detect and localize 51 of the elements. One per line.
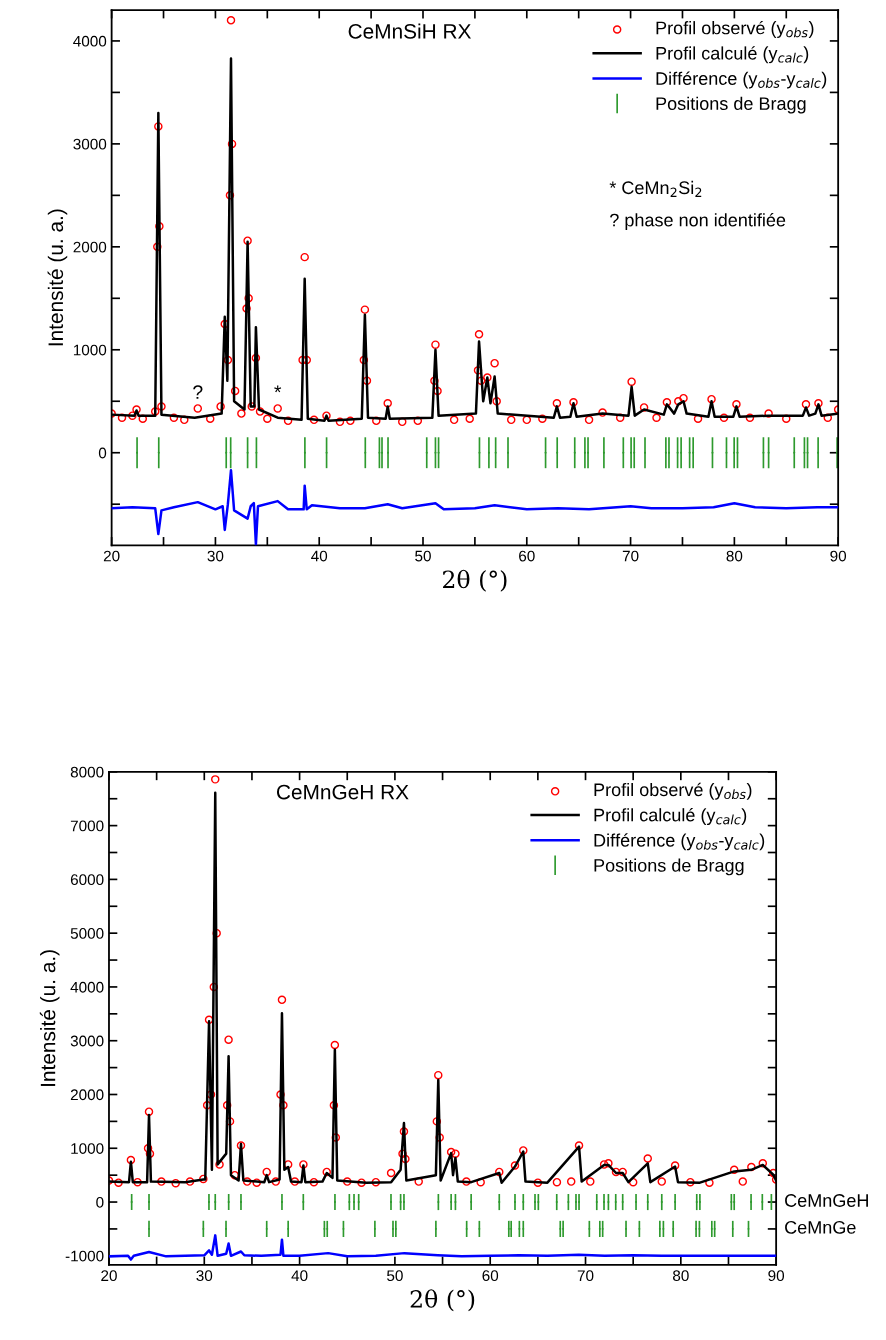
text: CeMnSiH RX xyxy=(348,23,472,39)
x-tick-label: 50 xyxy=(387,1270,403,1282)
x-tick-label: 70 xyxy=(577,1270,594,1282)
y-axis-title: Intensité (u. a.) xyxy=(39,950,60,1086)
x-tick-label: 30 xyxy=(196,1270,213,1282)
y-tick-label: 3000 xyxy=(70,1035,104,1047)
y-tick-label: 8000 xyxy=(70,766,104,778)
y-tick-label: 0 xyxy=(98,447,107,459)
y-tick-label: -1000 xyxy=(65,1250,104,1262)
x-tick-label: 50 xyxy=(415,550,431,562)
x-tick-label: 60 xyxy=(482,1270,499,1282)
annotation: ? phase non identifiée xyxy=(610,212,786,231)
y-tick-label: 7000 xyxy=(70,820,104,832)
text: CeMnGe xyxy=(785,1220,856,1234)
annotation: * CeMn$_{2}$Si$_{2}$ xyxy=(609,180,702,197)
x-tick-label: 40 xyxy=(291,1270,308,1282)
legend-label: Positions de Bragg xyxy=(656,96,806,114)
y-tick-label: 2000 xyxy=(73,241,107,253)
legend-label: Profil calculé (y$_{calc}$) xyxy=(594,807,747,825)
x-tick-label: 90 xyxy=(768,1270,785,1282)
x-tick-label: 90 xyxy=(830,550,847,562)
x-tick-label: 60 xyxy=(519,550,535,562)
annotation: * xyxy=(274,385,282,393)
y-tick-label: 3000 xyxy=(73,138,107,150)
legend-label: Profil calculé (y$_{calc}$) xyxy=(656,46,809,64)
x-tick-label: 80 xyxy=(673,1270,689,1282)
y-tick-label: 1000 xyxy=(71,1143,104,1154)
y-tick-label: 6000 xyxy=(70,874,104,886)
y-tick-label: 0 xyxy=(96,1196,104,1208)
y-tick-label: 5000 xyxy=(70,928,104,939)
x-tick-label: 80 xyxy=(726,550,743,562)
y-tick-label: 4000 xyxy=(73,35,107,47)
x-tick-label: 40 xyxy=(311,550,328,562)
y-axis-title: Intensité (u. a.) xyxy=(47,209,68,346)
chart-title: CeMnGeH RX xyxy=(276,784,409,800)
y-tick-label: 1000 xyxy=(73,344,107,356)
legend-label: Profil observé (y$_{obs}$) xyxy=(656,20,814,38)
x-tick-label: 70 xyxy=(622,550,639,562)
legend-label: Différence (y$_{obs}$-y$_{calc}$) xyxy=(594,833,765,851)
x-axis-title: 2θ (°) xyxy=(410,1289,475,1312)
text: CeMnGeH xyxy=(785,1194,868,1207)
y-tick-label: 4000 xyxy=(70,981,104,993)
legend-label: Positions de Bragg xyxy=(594,858,744,876)
legend-label: Différence (y$_{obs}$-y$_{calc}$) xyxy=(656,71,827,89)
x-tick-label: 20 xyxy=(103,550,120,562)
x-tick-label: 20 xyxy=(101,1270,117,1282)
x-tick-label: 30 xyxy=(207,550,224,562)
legend-label: Profil observé (y$_{obs}$) xyxy=(594,782,752,800)
y-tick-label: 2000 xyxy=(70,1089,104,1101)
annotation: ? xyxy=(193,385,203,399)
x-axis-title: 2θ (°) xyxy=(443,569,507,592)
